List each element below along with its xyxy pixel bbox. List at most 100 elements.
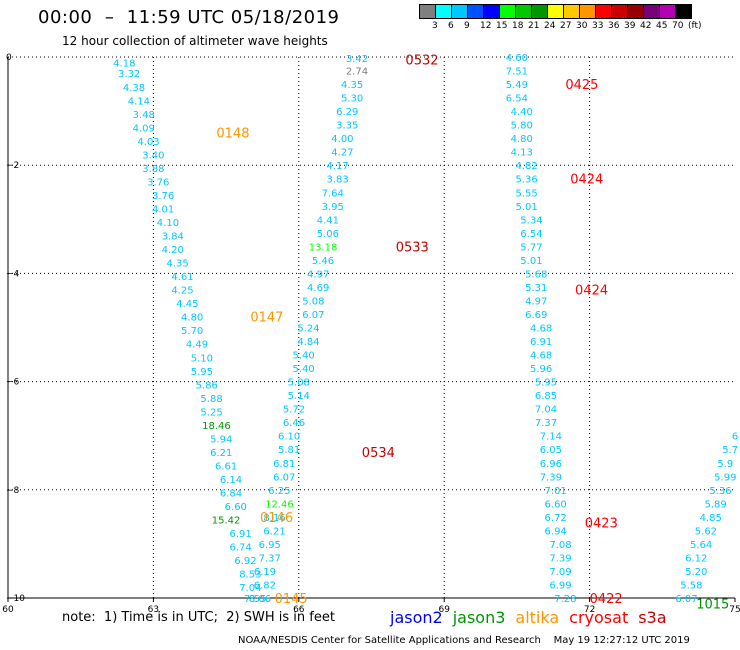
wave-height-value: 5.25 (200, 407, 222, 418)
wave-height-value: 6.54 (506, 94, 528, 105)
wave-height-value: 4.27 (331, 148, 353, 159)
wave-height-value: 4.68 (530, 324, 552, 335)
wave-height-value: 3.42 (346, 54, 368, 65)
wave-height-value: 5.08 (302, 296, 324, 307)
wave-height-value: 3.76 (147, 177, 169, 188)
scale-label: 3 (432, 21, 438, 31)
wave-height-value: 6.54 (520, 229, 542, 240)
scale-label: (ft) (688, 21, 702, 31)
pass-time-label: 0422 (590, 592, 623, 607)
x-tick-label: 66 (293, 605, 305, 615)
scale-label: 21 (528, 21, 540, 31)
wave-height-value: 5.06 (317, 229, 339, 240)
pass-time-label: 0423 (585, 516, 618, 531)
wave-height-value: 4.20 (162, 245, 184, 256)
wave-height-value: 18.46 (202, 421, 231, 432)
wave-height-value: 7.14 (540, 432, 562, 443)
wave-height-value: 3.32 (118, 69, 140, 80)
wave-height-value: 5.31 (525, 283, 547, 294)
x-tick-label: 72 (584, 605, 595, 615)
x-tick-label: 69 (438, 605, 450, 615)
legend-entry: jason3 (452, 608, 506, 627)
wave-height-value: 4.69 (307, 283, 329, 294)
pass-time-label: 0145 (275, 592, 308, 607)
wave-height-value: 6.07 (675, 594, 697, 605)
wave-height-value: 4.00 (331, 134, 353, 145)
wave-height-value: 5.20 (685, 567, 707, 578)
chart-subtitle: 12 hour collection of altimeter wave hei… (62, 34, 328, 48)
wave-height-value: 6.60 (545, 499, 567, 510)
wave-height-value: 3.95 (322, 202, 344, 213)
scale-label: 30 (576, 21, 588, 31)
wave-height-value: 7.28 (554, 594, 576, 605)
wave-height-value: 6.99 (549, 580, 571, 591)
wave-height-value: 5.77 (520, 242, 542, 253)
pass-time-label: 0424 (570, 173, 603, 188)
wave-height-value: 6.29 (336, 107, 358, 118)
wave-height-value: 5.95 (535, 378, 557, 389)
wave-height-value: 5.9 (717, 459, 733, 470)
y-tick-label: −10 (6, 594, 25, 604)
wave-height-value: 6.21 (263, 526, 285, 537)
pass-time-label: 0424 (575, 284, 608, 299)
wave-height-value: 5.86 (196, 380, 218, 391)
wave-height-value: 5.01 (520, 256, 542, 267)
scale-label: 18 (512, 21, 524, 31)
x-tick-label: 63 (148, 605, 159, 615)
wave-height-value: 3.48 (133, 110, 155, 121)
wave-height-value: 5.34 (520, 215, 542, 226)
credit-line: NOAA/NESDIS Center for Satellite Applica… (238, 635, 690, 646)
y-tick-label: −8 (6, 486, 20, 496)
y-tick-label: −6 (6, 378, 20, 388)
wave-height-value: 5.10 (191, 353, 213, 364)
wave-height-value: 6.91 (230, 529, 252, 540)
scale-label: 9 (464, 21, 470, 31)
wave-height-value: 7.01 (545, 486, 567, 497)
wave-height-value: 5.36 (709, 486, 731, 497)
pass-time-label: 0146 (260, 511, 293, 526)
wave-height-value: 3.40 (142, 150, 164, 161)
wave-height-value: 4.18 (113, 58, 135, 69)
scale-label: 36 (608, 21, 620, 31)
wave-height-value: 6.85 (535, 391, 557, 402)
scale-label: 33 (592, 21, 604, 31)
wave-height-value: 4.97 (307, 269, 329, 280)
wave-height-value: 7.37 (535, 418, 557, 429)
wave-height-value: 6.12 (685, 553, 707, 564)
wave-height-value: 7.55 (244, 594, 266, 605)
wave-height-value: 4.97 (525, 296, 547, 307)
wave-height-value: 6.14 (220, 475, 242, 486)
wave-height-value: 8.53 (239, 570, 261, 581)
wave-height-value: 3.35 (336, 121, 358, 132)
wave-height-value: 5.68 (525, 269, 547, 280)
wave-height-value: 4.14 (128, 96, 150, 107)
wave-height-value: 5.55 (515, 188, 537, 199)
wave-height-value: 7.39 (540, 472, 562, 483)
wave-height-value: 6.46 (283, 418, 305, 429)
pass-time-label: 0534 (362, 446, 395, 461)
legend-entry: jason2 (390, 608, 443, 627)
scale-label: 15 (496, 21, 508, 31)
wave-height-value: 3.84 (162, 232, 184, 243)
wave-height-value: 6.25 (268, 486, 290, 497)
wave-height-value: 15.42 (212, 516, 241, 527)
wave-height-value: 6.61 (215, 461, 237, 472)
wave-height-value: 7.51 (506, 67, 528, 78)
pass-time-label: 0533 (396, 240, 429, 255)
wave-height-value: 6 (732, 432, 738, 443)
scale-label: 42 (640, 21, 652, 31)
wave-height-value: 5.72 (283, 405, 305, 416)
wave-height-value: 4.82 (515, 161, 537, 172)
wave-height-value: 6.72 (545, 513, 567, 524)
y-tick-label: −2 (6, 161, 19, 171)
footnote: note: 1) Time is in UTC; 2) SWH is in fe… (62, 610, 335, 625)
wave-height-value: 5.89 (704, 499, 726, 510)
wave-height-value: 4.38 (123, 83, 145, 94)
wave-height-value: 6.82 (254, 580, 276, 591)
scale-label: 39 (624, 21, 636, 31)
wave-height-value: 7.09 (549, 567, 571, 578)
satellite-legend: jason2 jason3 altika cryosat s3a (390, 608, 677, 627)
wave-height-value: 5.30 (341, 94, 363, 105)
wave-height-value: 7.39 (549, 553, 571, 564)
